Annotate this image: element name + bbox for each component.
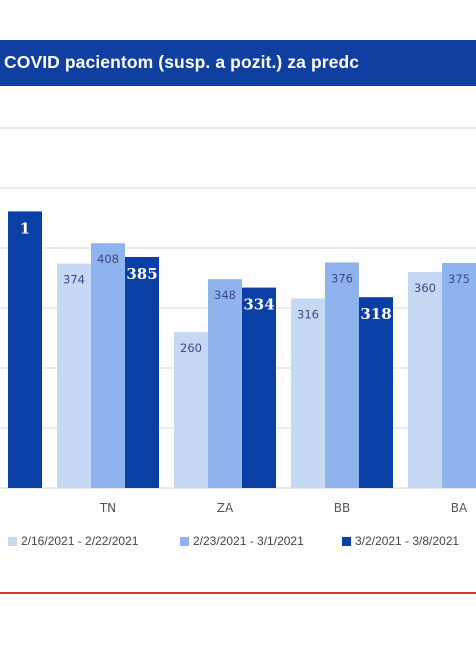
bar-tn-series-3 (125, 257, 159, 488)
chart-legend: 2/16/2021 - 2/22/2021 2/23/2021 - 3/1/20… (0, 530, 476, 552)
bar-za-series-2 (208, 279, 242, 488)
data-label: 260 (180, 341, 202, 355)
bar-tn-series-1 (57, 263, 91, 488)
red-divider-line (0, 592, 476, 594)
bar-tn-series-2 (91, 243, 125, 488)
data-label: 1 (20, 219, 30, 237)
legend-item-series-2: 2/23/2021 - 3/1/2021 (180, 534, 304, 548)
legend-item-series-3: 3/2/2021 - 3/8/2021 (342, 534, 459, 548)
bar-bb-series-2 (325, 262, 359, 488)
legend-label-series-2: 2/23/2021 - 3/1/2021 (193, 534, 304, 548)
legend-swatch-series-1 (8, 537, 17, 546)
data-label: 316 (297, 307, 319, 321)
bar-group0-series-3 (8, 211, 42, 488)
data-label: 385 (126, 265, 157, 283)
bar-chart: 1 374 408 385 TN 260 348 334 ZA 316 376 318 BB 360 375… (0, 127, 476, 515)
legend-swatch-series-3 (342, 537, 351, 546)
data-label: 374 (63, 273, 85, 287)
data-label: 375 (448, 272, 470, 286)
bar-bb-series-3 (359, 297, 393, 488)
bar-bb-series-1 (291, 298, 325, 488)
legend-label-series-3: 3/2/2021 - 3/8/2021 (355, 534, 460, 548)
category-label-ba: BA (451, 501, 468, 515)
data-label: 318 (360, 305, 391, 323)
chart-title: COVID pacientom (susp. a pozit.) za pred… (4, 52, 360, 72)
bar-za-series-3 (242, 287, 276, 488)
bar-za-series-1 (174, 332, 208, 488)
data-label: 348 (214, 288, 236, 302)
data-label: 360 (414, 281, 436, 295)
category-label-bb: BB (334, 501, 350, 515)
data-label: 334 (243, 296, 274, 314)
legend-label-series-1: 2/16/2021 - 2/22/2021 (21, 534, 139, 548)
category-label-tn: TN (99, 501, 116, 515)
legend-item-series-1: 2/16/2021 - 2/22/2021 (8, 534, 138, 548)
chart-title-bar: COVID pacientom (susp. a pozit.) za pred… (0, 40, 476, 86)
legend-swatch-series-2 (180, 537, 189, 546)
category-label-za: ZA (217, 501, 234, 515)
bar-ba-series-2 (442, 263, 476, 488)
data-label: 376 (331, 271, 353, 285)
data-label: 408 (97, 252, 119, 266)
bar-ba-series-1 (408, 272, 442, 488)
